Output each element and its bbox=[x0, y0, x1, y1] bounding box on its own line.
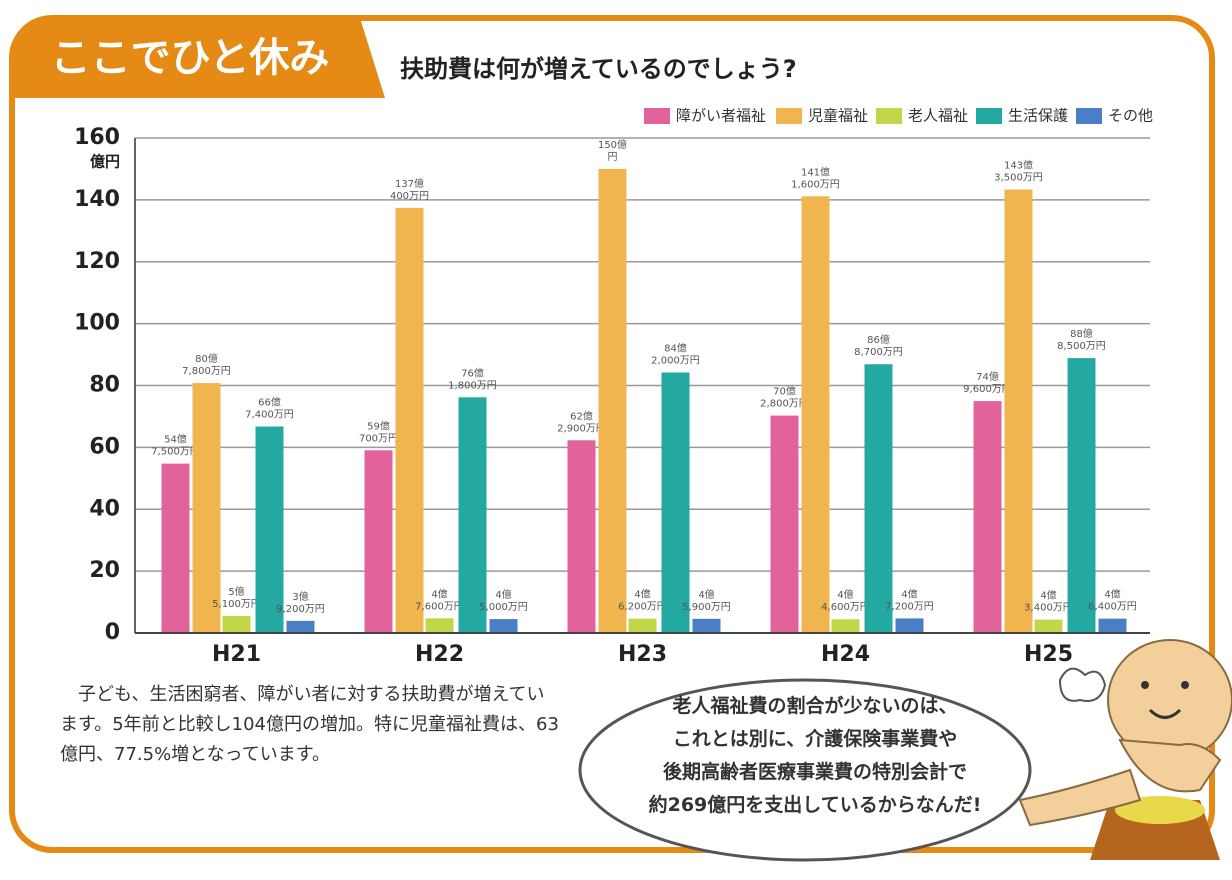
bubble-line: 後期高齢者医療事業費の特別会計で bbox=[600, 756, 1030, 789]
y-tick-label: 40 bbox=[89, 496, 120, 521]
y-tick-label: 0 bbox=[105, 620, 120, 645]
bar bbox=[896, 618, 924, 633]
bar bbox=[1005, 190, 1033, 633]
bubble-text: 老人福祉費の割合が少ないのは、 これとは別に、介護保険事業費や 後期高齢者医療事… bbox=[600, 690, 1030, 822]
bar bbox=[865, 364, 893, 633]
y-tick-label: 20 bbox=[89, 558, 120, 583]
x-tick-label: H23 bbox=[618, 642, 667, 667]
bar bbox=[1035, 620, 1063, 633]
bar bbox=[1099, 619, 1127, 633]
legend-swatch bbox=[776, 108, 802, 124]
bubble-line: これとは別に、介護保険事業費や bbox=[600, 723, 1030, 756]
legend-label: 生活保護 bbox=[1008, 107, 1068, 125]
chart-title: 扶助費は何が増えているのでしょう? bbox=[400, 55, 797, 83]
legend-swatch bbox=[1076, 108, 1102, 124]
bar bbox=[662, 373, 690, 633]
bar bbox=[287, 621, 315, 633]
bar bbox=[162, 464, 190, 633]
legend-swatch bbox=[976, 108, 1002, 124]
bar bbox=[193, 383, 221, 633]
bar bbox=[802, 196, 830, 633]
y-tick-label: 100 bbox=[74, 311, 120, 336]
bar bbox=[974, 401, 1002, 633]
bar bbox=[223, 616, 251, 633]
bar bbox=[832, 619, 860, 633]
bar bbox=[599, 169, 627, 633]
y-tick-label: 140 bbox=[74, 187, 120, 212]
legend-label: 障がい者福祉 bbox=[676, 107, 766, 125]
y-unit: 億円 bbox=[90, 153, 120, 171]
bar bbox=[426, 618, 454, 633]
bar bbox=[396, 208, 424, 633]
bar bbox=[459, 397, 487, 633]
y-tick-label: 80 bbox=[89, 373, 120, 398]
bar bbox=[490, 619, 518, 633]
x-tick-label: H22 bbox=[415, 642, 464, 667]
x-tick-label: H25 bbox=[1024, 642, 1073, 667]
y-tick-label: 160 bbox=[74, 125, 120, 150]
legend-label: その他 bbox=[1108, 107, 1153, 125]
bar bbox=[771, 416, 799, 633]
bar bbox=[568, 440, 596, 633]
bubble-line: 約269億円を支出しているからなんだ! bbox=[600, 789, 1030, 822]
y-tick-label: 60 bbox=[89, 434, 120, 459]
badge: ここでひと休み bbox=[51, 35, 330, 81]
legend-swatch bbox=[876, 108, 902, 124]
legend-label: 児童福祉 bbox=[808, 107, 868, 125]
bar bbox=[693, 619, 721, 633]
bar bbox=[256, 427, 284, 633]
bubble-line: 老人福祉費の割合が少ないのは、 bbox=[600, 690, 1030, 723]
x-tick-label: H24 bbox=[821, 642, 870, 667]
bar bbox=[629, 619, 657, 633]
page: ここでひと休み 扶助費は何が増えているのでしょう? 0 20 40 60 80 100 12… bbox=[0, 0, 1232, 880]
legend-swatch bbox=[644, 108, 670, 124]
legend-label: 老人福祉 bbox=[908, 107, 968, 125]
note: 子ども、生活困窮者、障がい者に対する扶助費が増えています。5年前と比較し104億… bbox=[60, 680, 560, 770]
bar bbox=[365, 450, 393, 633]
bar bbox=[1068, 358, 1096, 633]
x-tick-label: H21 bbox=[212, 642, 261, 667]
y-tick-label: 120 bbox=[74, 249, 120, 274]
